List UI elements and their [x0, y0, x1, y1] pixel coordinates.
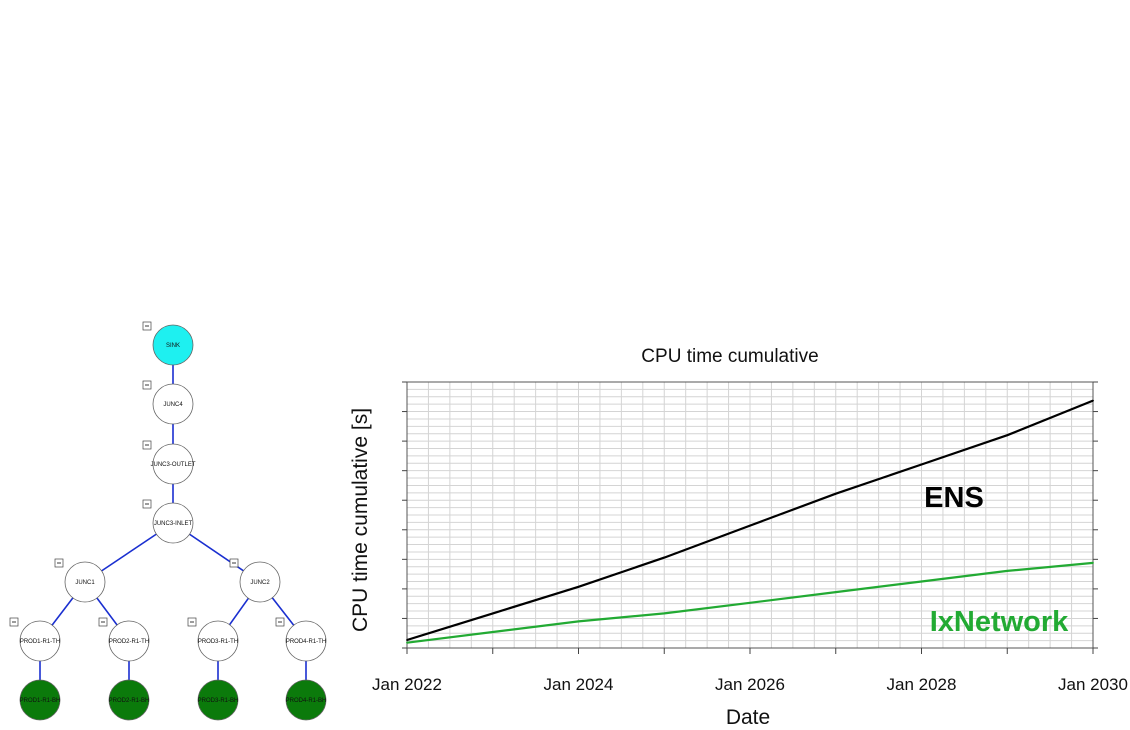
minus-box-icon[interactable] [142, 321, 152, 331]
node-circle [19, 620, 61, 662]
y-axis-title: CPU time cumulative [s] [349, 408, 372, 632]
data-point [406, 639, 408, 641]
tree-nodes: SINK JUNC4 JUNC3-OUTLET JUNC3-INLET JUNC1 JUN… [9, 321, 327, 721]
series-points-ixnetwork [406, 561, 1094, 644]
node-prod2-r1-bh: PROD2-R1-BH [108, 679, 150, 721]
node-sink: SINK [142, 321, 194, 366]
data-point [1006, 434, 1009, 437]
data-point [920, 580, 923, 583]
node-label: PROD2-R1-TH [109, 639, 149, 645]
node-label: PROD4-R1-BH [286, 698, 327, 704]
data-point [577, 620, 580, 623]
node-label: PROD2-R1-BH [109, 698, 150, 704]
minus-box-icon[interactable] [54, 558, 64, 568]
node-junc3-inlet: JUNC3-INLET [142, 499, 194, 544]
minus-box-icon[interactable] [98, 617, 108, 627]
data-point [749, 601, 751, 604]
node-prod4-r1-th: PROD4-R1-TH [275, 617, 327, 662]
data-point [577, 585, 580, 588]
node-junc1: JUNC1 [54, 558, 106, 603]
node-label: JUNC4 [163, 402, 183, 408]
node-circle [285, 620, 327, 662]
x-tick-label: Jan 2022 [372, 675, 442, 694]
network-tree-diagram: SINK JUNC4 JUNC3-OUTLET JUNC3-INLET JUNC1 JUN… [9, 321, 327, 721]
node-prod1-r1-th: PROD1-R1-TH [9, 617, 61, 662]
y-ticks [402, 381, 1098, 649]
data-point [834, 591, 837, 594]
data-point [491, 631, 494, 633]
node-circle [64, 561, 106, 603]
minus-box-icon[interactable] [142, 499, 152, 509]
node-circle [197, 679, 239, 721]
minus-box-icon[interactable] [9, 617, 19, 627]
minus-box-icon[interactable] [187, 617, 197, 627]
node-label: PROD4-R1-TH [286, 639, 326, 645]
x-tick-label: Jan 2030 [1058, 675, 1128, 694]
node-circle [19, 679, 61, 721]
node-junc2: JUNC2 [229, 558, 281, 603]
node-prod3-r1-bh: PROD3-R1-BH [197, 679, 239, 721]
data-point [663, 612, 666, 615]
node-prod1-r1-bh: PROD1-R1-BH [19, 679, 61, 721]
node-label: SINK [166, 343, 180, 349]
node-circle [152, 383, 194, 425]
node-circle [108, 679, 150, 721]
data-point [406, 641, 408, 644]
node-junc4: JUNC4 [142, 380, 194, 425]
x-tick-label: Jan 2028 [887, 675, 957, 694]
node-prod3-r1-th: PROD3-R1-TH [187, 617, 239, 662]
node-label: PROD1-R1-BH [20, 698, 61, 704]
node-label: JUNC2 [250, 580, 270, 586]
minus-box-icon[interactable] [229, 558, 239, 568]
data-point [663, 556, 666, 559]
cpu-time-chart: CPU time cumulative CPU time cumulative … [349, 346, 1128, 729]
annotation-ens: ENS [924, 482, 984, 514]
data-point [1006, 569, 1009, 572]
node-label: PROD3-R1-BH [198, 698, 239, 704]
node-prod4-r1-bh: PROD4-R1-BH [285, 679, 327, 721]
minus-box-icon[interactable] [275, 617, 285, 627]
data-point [1092, 399, 1094, 402]
node-junc3-outlet: JUNC3-OUTLET [142, 440, 196, 485]
annotation-ixnetwork: IxNetwork [930, 606, 1069, 638]
x-ticks: Jan 2022 Jan 2024 Jan 2026 Jan 2028 Jan 2030 [372, 648, 1128, 694]
x-tick-label: Jan 2024 [544, 675, 614, 694]
node-circle [197, 620, 239, 662]
minus-box-icon[interactable] [142, 440, 152, 450]
node-circle [108, 620, 150, 662]
node-circle [285, 679, 327, 721]
data-point [1092, 561, 1094, 564]
series-points-ens [406, 399, 1094, 641]
x-axis-title: Date [726, 706, 770, 729]
node-circle [152, 324, 194, 366]
data-point [920, 463, 923, 466]
node-circle [239, 561, 281, 603]
node-prod2-r1-th: PROD2-R1-TH [98, 617, 150, 662]
node-circle [152, 443, 194, 485]
data-point [834, 492, 837, 495]
node-label: PROD1-R1-TH [20, 639, 60, 645]
data-point [749, 524, 751, 527]
node-circle [152, 502, 194, 544]
node-label: JUNC3-OUTLET [150, 462, 195, 468]
minus-box-icon[interactable] [142, 380, 152, 390]
chart-title: CPU time cumulative [641, 346, 818, 367]
data-point [491, 612, 494, 615]
node-label: JUNC3-INLET [154, 521, 193, 527]
x-tick-label: Jan 2026 [715, 675, 785, 694]
chart-grid [407, 382, 1093, 648]
node-label: JUNC1 [75, 580, 95, 586]
node-label: PROD3-R1-TH [198, 639, 238, 645]
